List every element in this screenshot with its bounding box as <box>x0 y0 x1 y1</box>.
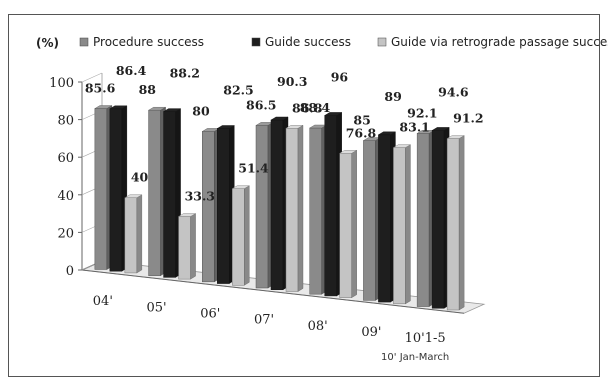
bar-front <box>232 189 244 286</box>
bar-front <box>393 148 405 304</box>
value-label: 89 <box>384 89 401 104</box>
unit-label: (%) <box>36 36 59 50</box>
value-label: 92.1 <box>407 105 437 120</box>
x-category-note: 10' Jan-March <box>381 352 449 363</box>
value-label: 51.4 <box>238 161 269 176</box>
bar-front <box>432 130 444 308</box>
y-tick-label: 20 <box>57 226 74 241</box>
bar-side <box>244 186 249 286</box>
bars <box>95 106 464 310</box>
value-label: 86.4 <box>116 63 147 78</box>
bar-front <box>286 128 298 291</box>
bar-side <box>352 150 357 297</box>
bar-front <box>149 110 161 275</box>
bar <box>393 145 410 304</box>
y-tick-label: 80 <box>57 114 74 129</box>
x-tick-label: 05' <box>147 300 167 315</box>
bar-side <box>191 214 196 280</box>
bar <box>363 138 380 301</box>
bar-front <box>95 109 107 270</box>
bar <box>149 107 166 275</box>
bar-side <box>459 136 464 310</box>
bar <box>179 214 196 280</box>
legend-label: Guide via retrograde passage success <box>391 35 608 49</box>
bar <box>417 130 434 306</box>
value-label: 90.3 <box>277 74 307 89</box>
bar-front <box>110 109 122 271</box>
bar <box>217 125 234 283</box>
bar-front <box>447 139 459 310</box>
value-label: 91.2 <box>453 111 483 126</box>
bar <box>164 109 181 278</box>
bar <box>378 132 395 302</box>
bar <box>271 117 288 290</box>
bar-front <box>164 112 176 278</box>
x-tick-label: 07' <box>254 313 274 328</box>
bar-front <box>310 128 322 294</box>
value-label: 33.3 <box>185 189 215 204</box>
x-tick-label: 04' <box>93 294 113 309</box>
bar-side <box>298 125 303 291</box>
bar-front <box>325 115 337 295</box>
bar <box>95 106 112 270</box>
bar-front <box>378 135 390 302</box>
value-label: 40 <box>131 170 149 185</box>
x-tick-label: 06' <box>200 306 220 321</box>
bar-front <box>217 128 229 283</box>
value-label: 85 <box>353 113 370 128</box>
bar <box>125 195 142 273</box>
x-tick-label: 09' <box>361 325 381 340</box>
x-tick-label: 08' <box>308 319 328 334</box>
bar <box>110 106 127 271</box>
y-axis: 0 20 40 60 80 100 (%) <box>36 36 102 279</box>
bar <box>310 125 327 294</box>
legend-label: Procedure success <box>93 35 204 49</box>
bar <box>447 136 464 310</box>
value-label: 88.2 <box>170 66 200 81</box>
bar-front <box>125 198 137 273</box>
bar <box>232 186 249 286</box>
x-tick-label: 10'1-5 <box>405 331 446 346</box>
bar-side <box>137 195 142 273</box>
legend-label: Guide success <box>265 35 351 49</box>
bar <box>202 128 219 281</box>
bar-front <box>202 131 214 281</box>
bar <box>325 112 342 295</box>
bar <box>340 150 357 297</box>
value-label: 82.5 <box>223 82 253 97</box>
y-tick-label: 40 <box>57 189 74 204</box>
value-label: 83.1 <box>399 120 429 135</box>
legend-swatch <box>80 38 88 46</box>
bar-side <box>405 145 410 304</box>
legend-swatch <box>252 38 260 46</box>
value-label: 88.4 <box>300 100 331 115</box>
bar <box>256 122 273 288</box>
y-tick-label: 100 <box>49 76 74 91</box>
value-label: 96 <box>331 69 349 84</box>
bar-front <box>340 153 352 297</box>
value-label: 85.6 <box>85 81 116 96</box>
bar <box>286 125 303 291</box>
legend-swatch <box>378 38 386 46</box>
bar-front <box>271 120 283 290</box>
bar-front <box>179 217 191 280</box>
bar-front <box>363 141 375 301</box>
bar-front <box>417 133 429 306</box>
bar-front <box>256 125 268 288</box>
value-label: 80 <box>192 103 210 118</box>
value-label: 86.5 <box>246 97 276 112</box>
value-label: 88 <box>139 82 157 97</box>
bar <box>432 127 449 308</box>
value-label: 94.6 <box>438 84 469 99</box>
y-tick-label: 0 <box>66 264 74 279</box>
y-tick-label: 60 <box>57 151 74 166</box>
